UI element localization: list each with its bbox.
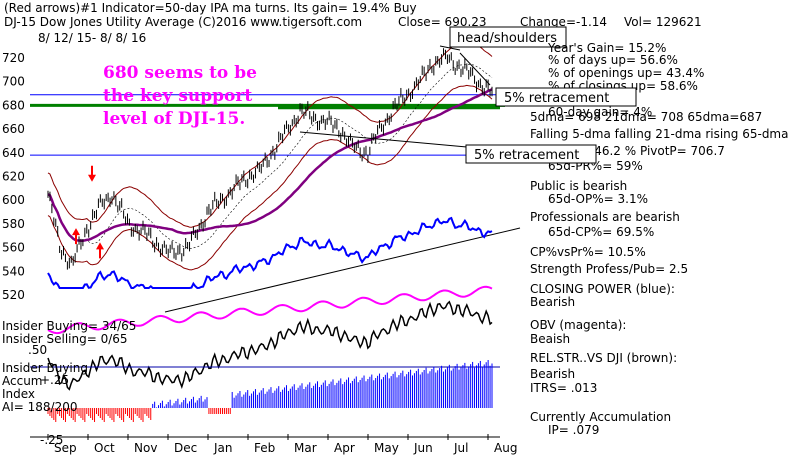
right-panel-line: Beaish	[530, 332, 570, 346]
y-tick-label: 640	[2, 146, 25, 160]
red-arrow	[72, 228, 80, 245]
note-line-3: level of DJI-15.	[103, 109, 245, 129]
right-panel-line: 60-day gain= 4%	[548, 105, 652, 119]
y-tick-label: 720	[2, 51, 25, 65]
ma65-line	[47, 88, 493, 243]
red-arrow	[96, 242, 104, 259]
header-indicator: (Red arrows)#1 Indicator=50-day IPA ma t…	[4, 1, 417, 15]
obv-line	[47, 285, 493, 335]
hs-pointer-line-2	[459, 52, 491, 86]
x-tick-label: Mar	[294, 441, 317, 455]
horizontal-reference-lines	[30, 94, 505, 156]
right-panel-line: Currently Accumulation	[530, 410, 671, 424]
x-tick-label: Aug	[494, 441, 517, 455]
x-tick-label: Sep	[54, 441, 77, 455]
x-tick-label: Oct	[94, 441, 115, 455]
retracement-lower-label: 5% retracement	[474, 148, 579, 163]
red-arrows	[72, 165, 104, 259]
y-tick-label: 680	[2, 98, 25, 112]
x-tick-label: Nov	[134, 441, 157, 455]
right-panel-line: IP= .079	[548, 423, 599, 437]
accum-label: Accum	[2, 374, 43, 388]
y-tick-label: 660	[2, 122, 25, 136]
x-tick-label: May	[374, 441, 399, 455]
y-tick-label: 700	[2, 75, 25, 89]
right-panel-line: CLOSING POWER (blue):	[530, 282, 675, 296]
note-line-2: the key support	[103, 86, 252, 106]
header-close: Close= 690.23	[398, 15, 487, 29]
right-panel-line: Year's Gain= 15.2%	[547, 41, 666, 55]
note-line-1: 680 seems to be	[103, 63, 257, 83]
y-tick-label: 600	[2, 193, 25, 207]
x-tick-label: Jan	[213, 441, 233, 455]
index-label: Index	[2, 387, 35, 401]
y-axis-ticks: 720 700 680 660 640 620 600 580 560 540 520	[2, 51, 25, 302]
x-tick-label: Feb	[254, 441, 275, 455]
retracement-upper-box	[495, 87, 637, 107]
long-trendline	[164, 227, 521, 313]
level-25-label: +.25	[40, 373, 69, 387]
insider-buying-count: Insider Buying= 34/65	[2, 319, 136, 333]
header-vol: Vol= 129621	[624, 15, 702, 29]
head-shoulders-box	[449, 26, 567, 48]
header-title: DJ-15 Dow Jones Utility Average (C)2016 …	[4, 15, 362, 29]
retracement-upper-label: 5% retracement	[504, 91, 609, 106]
right-panel-line: REL.STR..VS DJI (brown):	[530, 351, 677, 365]
y-tick-label: 620	[2, 170, 25, 184]
right-panel-line: 65d-OP%= 3.1%	[548, 192, 648, 206]
x-tick-label: Apr	[334, 441, 355, 455]
ma21-line	[47, 63, 493, 249]
hs-pointer-line	[439, 45, 461, 51]
right-panel-line: 5dma= 698 21dma= 708 65dma=687	[530, 110, 762, 124]
accumulation-histogram	[47, 359, 493, 422]
y-tick-label: 560	[2, 241, 25, 255]
insider-selling-count: Insider Selling= 0/65	[2, 332, 128, 346]
price-series	[47, 48, 493, 270]
head-shoulders-label: head/shoulders	[457, 31, 557, 46]
right-panel-line: CP%vsPr%= 10.5%	[530, 245, 646, 259]
x-tick-label: Jun	[413, 441, 433, 455]
right-panel-line: Strength Profess/Pub= 2.5	[530, 262, 688, 276]
y-tick-label: 580	[2, 217, 25, 231]
right-panel-line: 65d-CP%= 69.5%	[548, 225, 654, 239]
retracement-lower-box	[465, 144, 597, 164]
right-panel-line: Falling 5-dma falling 21-dma rising 65-d…	[530, 127, 788, 141]
y-tick-label: 520	[2, 288, 25, 302]
insider-buying-label: Insider Buying	[2, 361, 88, 375]
right-panel-line: Professionals are bearish	[530, 210, 680, 224]
header-change: Change=-1.14	[520, 15, 607, 29]
right-panel-line: % of openings up= 43.4%	[548, 66, 704, 80]
right-panel-line: OBV (magenta):	[530, 318, 626, 332]
rel-strength-line	[47, 300, 493, 391]
closing-power-line	[47, 216, 493, 290]
header-date-range: 8/ 12/ 15- 8/ 8/ 16	[38, 31, 146, 45]
right-panel-line: Bearish	[530, 295, 575, 309]
right-panel-line: Bearish	[530, 367, 575, 381]
right-panel-line: Public is bearish	[530, 179, 627, 193]
right-panel-line: % of days up= 56.6%	[548, 53, 678, 67]
right-panel-line: ITRS= .013	[530, 381, 597, 395]
y-tick-label: 540	[2, 264, 25, 278]
ai-label: AI= 188/200	[2, 400, 77, 414]
x-tick-label: Dec	[174, 441, 197, 455]
x-axis-ticks: Sep Oct Nov Dec Jan Feb Mar Apr May Jun Jul Aug	[47, 434, 517, 455]
red-arrow	[88, 165, 96, 182]
level-50-label: .50	[28, 343, 47, 357]
level-neg25-label: -.25	[40, 433, 63, 447]
lower-band	[47, 84, 493, 271]
x-tick-label: Jul	[453, 441, 468, 455]
